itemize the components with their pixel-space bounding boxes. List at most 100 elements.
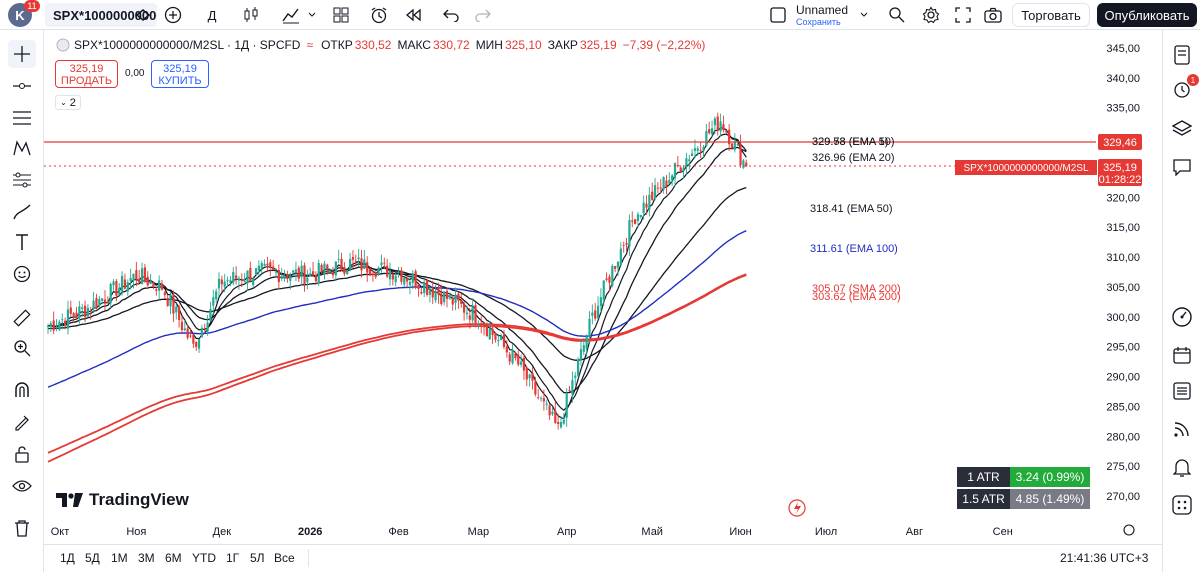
range-6m[interactable]: 6М [165, 551, 182, 565]
time-axis-settings-icon[interactable] [1123, 524, 1135, 536]
clock-timezone[interactable]: 21:41:36 UTC+3 [1060, 551, 1149, 565]
range-1m[interactable]: 1М [111, 551, 128, 565]
crosshair-icon[interactable] [8, 40, 36, 68]
symbol-search[interactable]: SPX*10000000000000/M2SL [45, 3, 157, 27]
candle-body [380, 262, 383, 266]
interval-button[interactable]: Д [202, 3, 222, 27]
magnet-icon[interactable] [8, 376, 36, 404]
buy-button[interactable]: 325,19 КУПИТЬ [151, 60, 209, 88]
price-tick-label: 275,00 [1106, 461, 1140, 473]
candle-body [246, 270, 249, 284]
forecast-icon[interactable] [8, 166, 36, 194]
candle-body [178, 306, 181, 321]
candle-body [528, 374, 531, 379]
fullscreen-icon[interactable] [952, 3, 974, 27]
broadcast-icon[interactable] [1169, 416, 1195, 442]
candle-body [294, 269, 298, 272]
indicators-icon[interactable] [280, 3, 302, 27]
lock-icon[interactable] [8, 440, 36, 468]
candle-body [263, 264, 266, 266]
candle-body [66, 309, 70, 329]
indicator-label: 329.73 (EMA 10) [812, 136, 895, 148]
range-5y[interactable]: 5Л [250, 551, 265, 565]
price-tick-label: 290,00 [1106, 372, 1140, 384]
alerts-clock-icon[interactable] [1169, 76, 1195, 102]
price-chart[interactable]: 329.73 (EMA 10)329.58 (EMA 5) 326.96 (EMA… [0, 0, 1162, 572]
quick-search-icon[interactable] [886, 3, 908, 27]
speedometer-icon[interactable] [1169, 304, 1195, 330]
legend-title[interactable]: SPX*1000000000000/M2SL · 1Д · SPCFD [74, 38, 301, 52]
candle-body [648, 194, 651, 210]
range-5d[interactable]: 5Д [85, 551, 100, 565]
layout-checkbox-icon[interactable] [768, 3, 788, 27]
candle-body [739, 143, 742, 165]
templates-icon[interactable] [330, 3, 352, 27]
candle-body [668, 180, 671, 184]
candle-body [463, 303, 466, 313]
candles-icon[interactable] [240, 3, 262, 27]
candle-body [736, 144, 739, 145]
divider [308, 549, 309, 567]
calendar-icon[interactable] [1169, 342, 1195, 368]
candle-body [326, 264, 329, 269]
trend-line-icon[interactable] [8, 72, 36, 100]
layout-name[interactable]: Unnamed Сохранить [796, 3, 856, 27]
candle-body [437, 288, 440, 295]
candle-body [485, 323, 488, 337]
lock-draw-icon[interactable] [8, 408, 36, 436]
candle-body [562, 419, 565, 424]
fib-retracement-icon[interactable] [8, 104, 36, 132]
apps-grid-icon[interactable] [1169, 492, 1195, 518]
settings-gear-icon[interactable] [920, 3, 942, 27]
ema-100-line [47, 230, 747, 388]
candle-body [497, 339, 500, 342]
text-tool-icon[interactable] [8, 228, 36, 256]
tradingview-logo[interactable]: TradingView [56, 490, 189, 510]
range-3m[interactable]: 3М [138, 551, 155, 565]
publish-button[interactable]: Опубликовать [1097, 3, 1197, 27]
candle-body [491, 328, 494, 336]
events-lightning-icon[interactable] [788, 499, 806, 517]
candle-body [725, 130, 728, 133]
alert-clock-icon[interactable] [368, 3, 390, 27]
candle-body [622, 245, 625, 246]
publish-button-label: Опубликовать [1104, 7, 1190, 23]
candle-body [272, 266, 275, 271]
eye-icon[interactable] [8, 472, 36, 500]
candle-body [425, 280, 429, 295]
add-symbol-icon[interactable] [162, 3, 184, 27]
redo-icon[interactable] [472, 3, 494, 27]
layers-icon[interactable] [1169, 116, 1195, 142]
chevron-down-icon: ⌄ [60, 98, 67, 107]
chat-icon[interactable] [1169, 154, 1195, 180]
indicators-collapse-toggle[interactable]: ⌄ 2 [55, 95, 81, 110]
zoom-in-icon[interactable] [8, 334, 36, 362]
candle-body [517, 354, 520, 365]
candle-body [631, 220, 634, 222]
notifications-bell-icon[interactable] [1169, 454, 1195, 480]
time-tick-label: Май [641, 526, 663, 538]
range-1y[interactable]: 1Г [226, 551, 240, 565]
compare-symbol-icon[interactable] [134, 3, 152, 27]
candle-body [525, 367, 528, 380]
layout-chevron-icon[interactable] [858, 3, 870, 27]
emoji-icon[interactable] [8, 260, 36, 288]
chevron-down-icon[interactable] [306, 3, 318, 27]
watchlist-icon[interactable] [1169, 42, 1195, 68]
trade-button[interactable]: Торговать [1012, 3, 1090, 27]
sell-button[interactable]: 325,19 ПРОДАТЬ [55, 60, 118, 88]
replay-icon[interactable] [402, 3, 424, 27]
patterns-icon[interactable] [8, 134, 36, 162]
camera-icon[interactable] [982, 3, 1004, 27]
brush-icon[interactable] [8, 198, 36, 226]
ruler-icon[interactable] [8, 304, 36, 332]
save-label[interactable]: Сохранить [796, 17, 841, 27]
range-1d[interactable]: 1Д [60, 551, 75, 565]
candle-body [599, 297, 602, 307]
candle-body [377, 267, 380, 275]
undo-icon[interactable] [440, 3, 462, 27]
range-ytd[interactable]: YTD [192, 551, 216, 565]
trash-icon[interactable] [8, 514, 36, 542]
range-all[interactable]: Все [274, 551, 295, 565]
list-icon[interactable] [1169, 378, 1195, 404]
